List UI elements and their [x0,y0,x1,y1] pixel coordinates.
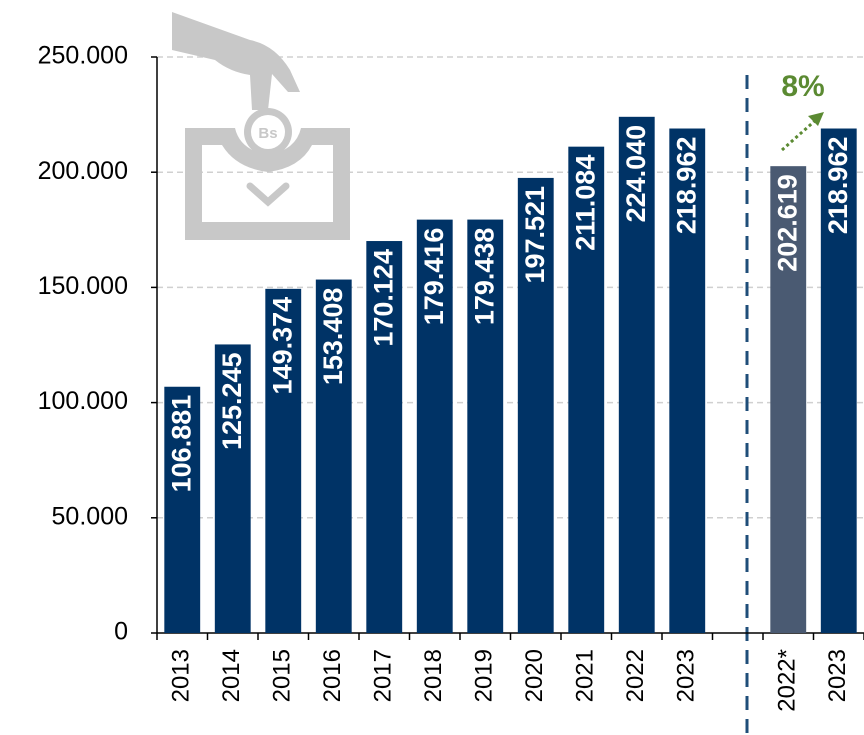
growth-arrow [781,116,819,152]
value-label: 179.438 [469,228,499,326]
bar [366,241,403,633]
x-tick-label: 2023 [824,649,851,702]
x-tick-label: 2018 [420,649,447,702]
svg-text:Bs: Bs [258,125,277,142]
x-tick-label: 2023 [673,649,700,702]
x-tick-label: 2013 [168,649,195,702]
bar [467,219,504,634]
x-tick-label: 2021 [572,649,599,702]
value-label: 179.416 [419,228,449,326]
x-tick-label: 2015 [269,649,296,702]
x-tick-label: 2016 [319,649,346,702]
value-label: 170.124 [368,249,398,347]
x-tick-label: 2019 [471,649,498,702]
value-label: 224.040 [621,125,651,223]
bar [416,219,453,633]
value-label: 218.962 [671,137,701,235]
y-tick-label: 0 [114,618,128,646]
y-tick-label: 150.000 [38,272,128,300]
x-tick-label: 2020 [521,649,548,702]
value-label: 153.408 [318,288,348,386]
y-tick-label: 200.000 [38,157,128,185]
bar [214,344,251,633]
bar [517,177,554,633]
grid: 0 50.000 100.000 150.000 200.000 250.000 [38,42,864,646]
y-tick-label: 250.000 [38,42,128,70]
money-icon: Bs [172,12,350,240]
x-tick-label: 2022 [622,649,649,702]
bar [770,166,807,633]
x-tick-label: 2017 [370,649,397,702]
bar [315,279,352,633]
value-label: 106.881 [166,395,196,493]
value-label: 125.245 [217,352,247,450]
annotation: 8% [781,70,824,103]
plot: 2013 106.881 2014 125.245 2015 149.374 2016 153… [156,57,864,712]
x-tick-label: 2022* [774,649,801,712]
bar [618,116,655,634]
bar [669,128,706,634]
y-tick-label: 100.000 [38,387,128,415]
value-label: 202.619 [772,174,802,272]
value-label: 218.962 [823,137,853,235]
bar [265,288,302,633]
x-tick-label: 2014 [218,649,245,702]
growth-arrow-head [808,112,824,126]
value-label: 197.521 [520,186,550,284]
y-tick-label: 50.000 [52,502,128,530]
value-label: 211.084 [570,155,600,251]
value-label: 149.374 [267,297,297,395]
bar [164,386,201,633]
bar [820,128,857,634]
bar [568,146,605,633]
